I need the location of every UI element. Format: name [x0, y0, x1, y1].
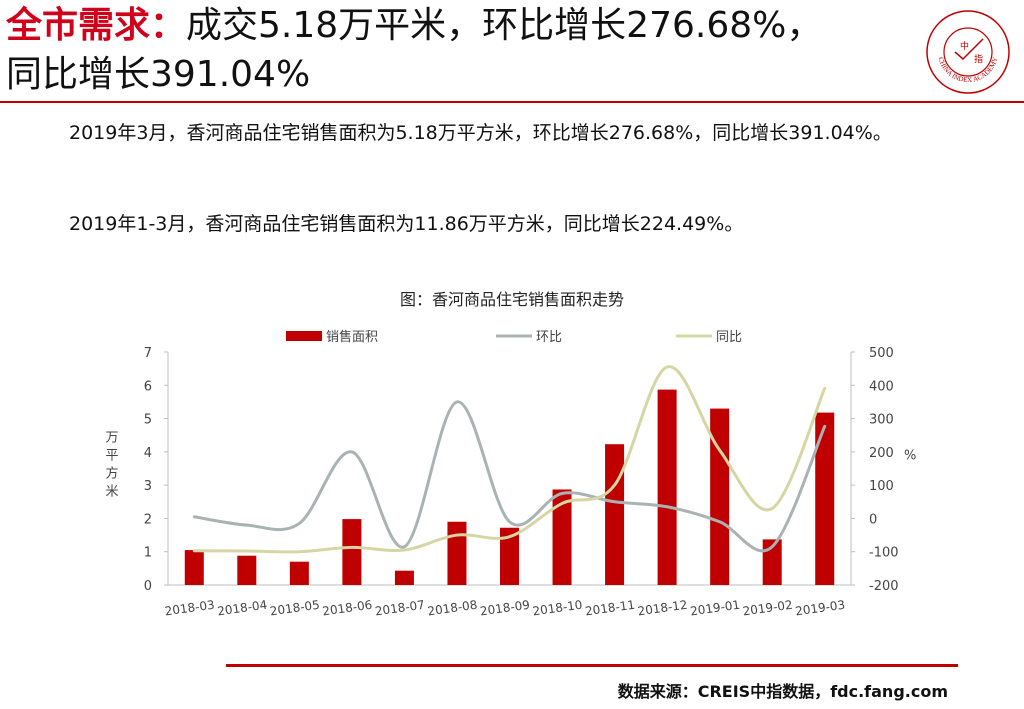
x-tick-label: 2018-06	[322, 598, 374, 619]
logo-outer-ring	[926, 10, 1010, 94]
header-divider	[0, 101, 1024, 103]
bar-sales-area	[394, 570, 414, 585]
title-headline: 成交5.18万平米，环比增长276.68%，	[186, 5, 823, 46]
logo-inner-ring	[943, 27, 993, 77]
y-tick-label: 3	[144, 479, 152, 494]
bar-sales-area	[605, 444, 625, 585]
summary-paragraph-1: 2019年3月，香河商品住宅销售面积为5.18万平方米，环比增长276.68%，…	[69, 122, 892, 144]
sales-area-chart: 0 1 2 3 4 5 6 7 -200 -100 0 100 200 300 400 500 万平方米% 201…	[105, 329, 916, 619]
y2-tick-label: 200	[869, 446, 894, 461]
y-tick-label: 0	[144, 579, 152, 594]
y2-tick-label: 0	[869, 512, 877, 527]
x-tick-label: 2018-10	[532, 598, 584, 619]
bar-sales-area	[500, 527, 519, 585]
page-title-line-1: 全市需求：成交5.18万平米，环比增长276.68%，	[6, 4, 822, 48]
bar-sales-area	[289, 561, 309, 585]
legend-label: 同比	[716, 330, 742, 345]
y-tick-label: 5	[144, 413, 152, 428]
page-title-line-2: 同比增长391.04%	[6, 54, 311, 95]
bar-sales-area	[815, 412, 835, 585]
bar-sales-area	[237, 555, 257, 585]
data-source: 数据来源：CREIS中指数据，fdc.fang.com	[617, 682, 948, 701]
x-tick-label: 2018-04	[216, 598, 268, 619]
footer-divider	[226, 664, 958, 667]
y2-axis-title: %	[904, 449, 916, 464]
china-index-academy-logo: CHINA INDEX ACADEMY 中 指	[926, 10, 1010, 94]
line-yoy	[192, 365, 827, 554]
bar-sales-area	[552, 489, 572, 585]
summary-paragraph-2: 2019年1-3月，香河商品住宅销售面积为11.86万平方米，同比增长224.4…	[69, 213, 744, 235]
logo-center-char: 中	[960, 40, 969, 52]
line-mom	[192, 400, 827, 553]
bar-sales-area	[447, 521, 467, 585]
chart-title: 图：香河商品住宅销售面积走势	[399, 290, 624, 309]
x-tick-label: 2018-09	[479, 598, 531, 619]
y2-tick-label: 400	[869, 379, 894, 394]
x-tick-label: 2018-11	[584, 598, 636, 619]
x-tick-label: 2018-05	[269, 598, 321, 619]
x-tick-label: 2018-08	[427, 598, 479, 619]
x-tick-label: 2018-03	[164, 598, 216, 619]
logo-center-char: 指	[974, 53, 983, 65]
bar-sales-area	[184, 550, 204, 585]
x-tick-label: 2019-02	[742, 598, 794, 619]
x-tick-label: 2019-03	[794, 598, 846, 619]
legend-label: 环比	[536, 330, 562, 345]
y-tick-label: 7	[144, 346, 152, 361]
legend-label: 销售面积	[326, 329, 378, 345]
y2-tick-label: 300	[869, 413, 894, 428]
legend-swatch-sales-area	[286, 331, 322, 341]
bar-sales-area	[657, 389, 677, 585]
y-axis-title: 万平方米	[105, 431, 118, 500]
x-tick-label: 2018-12	[637, 598, 689, 619]
y-tick-label: 2	[144, 512, 152, 527]
logo-check-mark	[954, 38, 984, 61]
y-tick-label: 4	[144, 446, 152, 461]
y2-tick-label: 500	[869, 346, 894, 361]
x-tick-label: 2018-07	[374, 598, 426, 619]
y2-tick-label: 100	[869, 479, 894, 494]
y2-tick-label: -200	[869, 579, 899, 594]
bar-sales-area	[710, 408, 730, 585]
y-tick-label: 1	[144, 546, 152, 561]
bar-sales-area	[342, 519, 362, 585]
x-tick-label: 2019-01	[689, 598, 741, 619]
title-accent: 全市需求：	[6, 5, 187, 46]
y2-tick-label: -100	[869, 546, 899, 561]
y-tick-label: 6	[144, 379, 152, 394]
